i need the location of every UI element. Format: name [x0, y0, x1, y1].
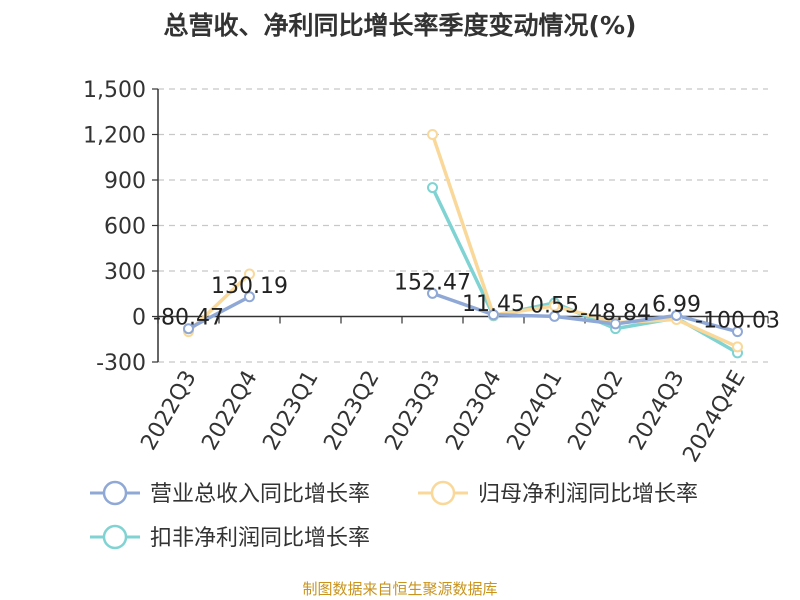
legend-marker	[430, 480, 456, 506]
y-tick-label: 0	[132, 306, 146, 331]
grid-lines	[158, 88, 768, 363]
x-tick-label: 2024Q1	[502, 367, 567, 455]
data-label: 152.47	[394, 270, 471, 295]
legend-item: 营业总收入同比增长率	[90, 480, 370, 507]
x-tick-label: 2024Q4E	[678, 367, 750, 467]
x-tick-label: 2024Q3	[624, 367, 689, 455]
data-point	[671, 309, 682, 321]
data-point	[549, 300, 560, 312]
data-point	[427, 182, 438, 194]
legend-label: 归母净利润同比增长率	[478, 482, 698, 507]
source-note: 制图数据来自恒生聚源数据库	[302, 580, 498, 598]
data-point	[244, 291, 255, 303]
legend-label: 扣非净利润同比增长率	[150, 526, 370, 551]
y-tick-label: 600	[104, 215, 146, 240]
y-tick-label: -300	[96, 351, 146, 376]
data-point	[549, 310, 560, 322]
legend-item: 扣非净利润同比增长率	[90, 524, 370, 551]
data-label: 6.99	[652, 292, 701, 317]
x-tick-label: 2023Q1	[258, 367, 323, 455]
data-point	[732, 341, 743, 353]
data-point	[610, 318, 621, 330]
data-label: 130.19	[211, 274, 288, 299]
series-lines	[187, 133, 739, 355]
series-line	[431, 291, 738, 334]
data-label: 0.55	[530, 293, 579, 318]
legend-marker	[102, 480, 128, 506]
data-label: -80.47	[153, 306, 224, 331]
legend-marker	[102, 524, 128, 550]
series-points	[183, 129, 743, 359]
data-label: -100.03	[695, 309, 780, 334]
x-tick-label: 2024Q2	[563, 367, 628, 455]
x-tick-label: 2023Q2	[319, 367, 384, 455]
data-label: 11.45	[462, 292, 525, 317]
y-tick-labels: -300 0 300 600 900 1,200 1,500	[83, 78, 146, 376]
x-tick-label: 2022Q4	[197, 367, 262, 455]
y-tick-label: 1,200	[83, 124, 146, 149]
data-point	[488, 309, 499, 321]
series-line	[430, 133, 739, 349]
x-tick-label: 2022Q3	[136, 367, 201, 455]
x-tick-label: 2023Q4	[441, 367, 506, 455]
data-point	[427, 287, 438, 299]
y-tick-label: 300	[104, 260, 146, 285]
data-label: -48.84	[580, 301, 651, 326]
legend-label: 营业总收入同比增长率	[150, 482, 370, 507]
data-point	[183, 323, 194, 335]
chart-title: 总营收、净利同比增长率季度变动情况(%)	[163, 11, 637, 40]
x-tick-labels: 2022Q32022Q42023Q12023Q22023Q32023Q42024…	[136, 367, 750, 467]
y-tick-label: 1,500	[83, 78, 146, 103]
data-point	[244, 268, 255, 280]
y-tick-label: 900	[104, 169, 146, 194]
data-point	[427, 129, 438, 140]
series-line	[187, 295, 251, 331]
legend-item: 归母净利润同比增长率	[418, 480, 698, 507]
data-point	[732, 326, 743, 338]
x-tick-label: 2023Q3	[380, 367, 445, 455]
